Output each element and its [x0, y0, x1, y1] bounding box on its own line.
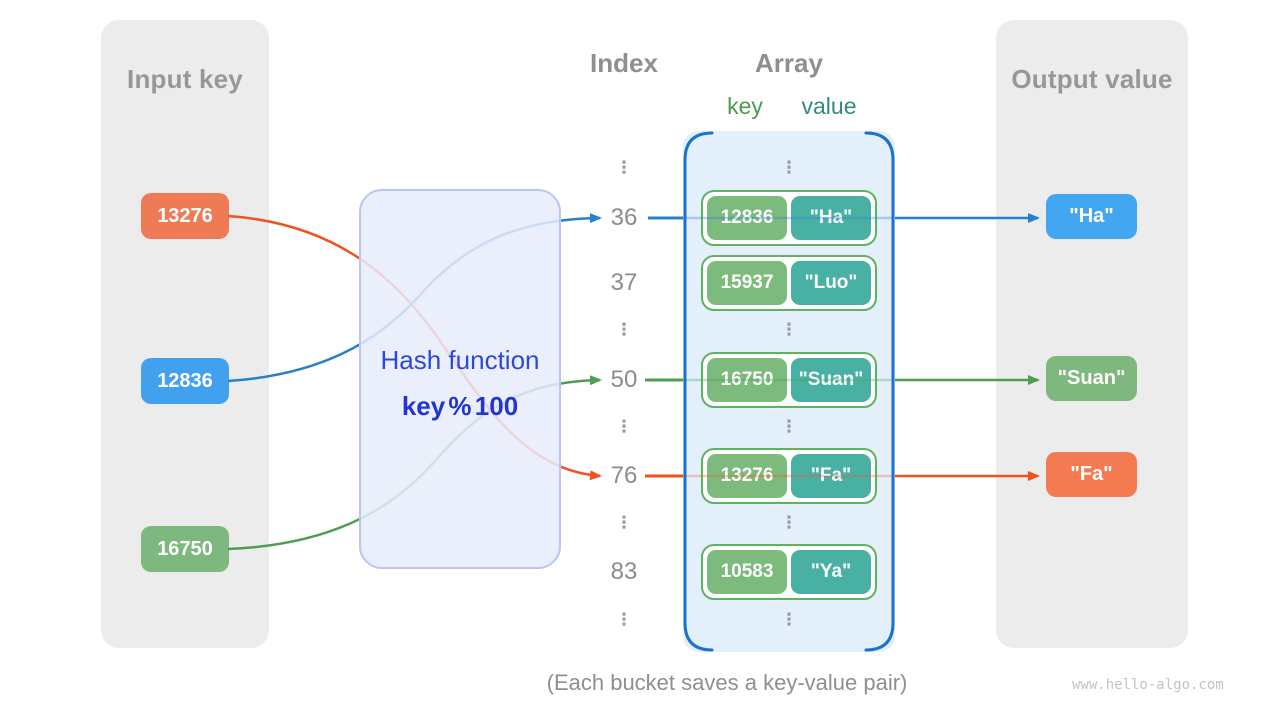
hash-function-formula: key % 100 [401, 391, 519, 421]
array-ellipsis: ⋮ [780, 320, 798, 339]
output-value-title: Output value [1011, 64, 1173, 94]
bucket-value: "Ha" [791, 196, 871, 240]
output-value-suan: "Suan" [1046, 356, 1137, 401]
bucket-row: 13276 "Fa" [701, 448, 877, 504]
bucket-key: 10583 [707, 550, 787, 594]
output-value-fa: "Fa" [1046, 452, 1137, 497]
index-ellipsis: ⋮ [615, 417, 633, 436]
array-ellipsis: ⋮ [780, 610, 798, 629]
bucket-value: "Suan" [791, 358, 871, 402]
output-value-panel: Output value [996, 20, 1188, 648]
output-value-ha: "Ha" [1046, 194, 1137, 239]
index-50: 50 [610, 366, 638, 393]
array-value-label: value [801, 93, 857, 119]
index-83: 83 [610, 558, 638, 585]
watermark-url: www.hello-algo.com [1072, 677, 1224, 693]
bucket-key: 12836 [707, 196, 787, 240]
input-key-12836: 12836 [141, 358, 229, 404]
input-key-16750: 16750 [141, 526, 229, 572]
index-header: Index [590, 48, 658, 78]
bucket-key: 15937 [707, 261, 787, 305]
index-36: 36 [610, 204, 638, 231]
index-ellipsis: ⋮ [615, 320, 633, 339]
bucket-row: 10583 "Ya" [701, 544, 877, 600]
array-header: Array [755, 48, 823, 78]
bucket-value: "Luo" [791, 261, 871, 305]
array-ellipsis: ⋮ [780, 158, 798, 177]
bucket-key: 16750 [707, 358, 787, 402]
bucket-row: 12836 "Ha" [701, 190, 877, 246]
input-key-title: Input key [127, 64, 243, 94]
bucket-value: "Ya" [791, 550, 871, 594]
bucket-key: 13276 [707, 454, 787, 498]
array-ellipsis: ⋮ [780, 513, 798, 532]
array-ellipsis: ⋮ [780, 417, 798, 436]
bucket-value: "Fa" [791, 454, 871, 498]
index-37: 37 [610, 269, 638, 296]
index-ellipsis: ⋮ [615, 610, 633, 629]
hash-function-label: Hash function [380, 345, 540, 375]
hash-function-box [359, 189, 561, 569]
index-ellipsis: ⋮ [615, 158, 633, 177]
bucket-row: 16750 "Suan" [701, 352, 877, 408]
index-ellipsis: ⋮ [615, 513, 633, 532]
input-key-13276: 13276 [141, 193, 229, 239]
index-76: 76 [610, 462, 638, 489]
array-key-label: key [727, 93, 763, 119]
bucket-row: 15937 "Luo" [701, 255, 877, 311]
diagram-caption: (Each bucket saves a key-value pair) [546, 670, 908, 695]
